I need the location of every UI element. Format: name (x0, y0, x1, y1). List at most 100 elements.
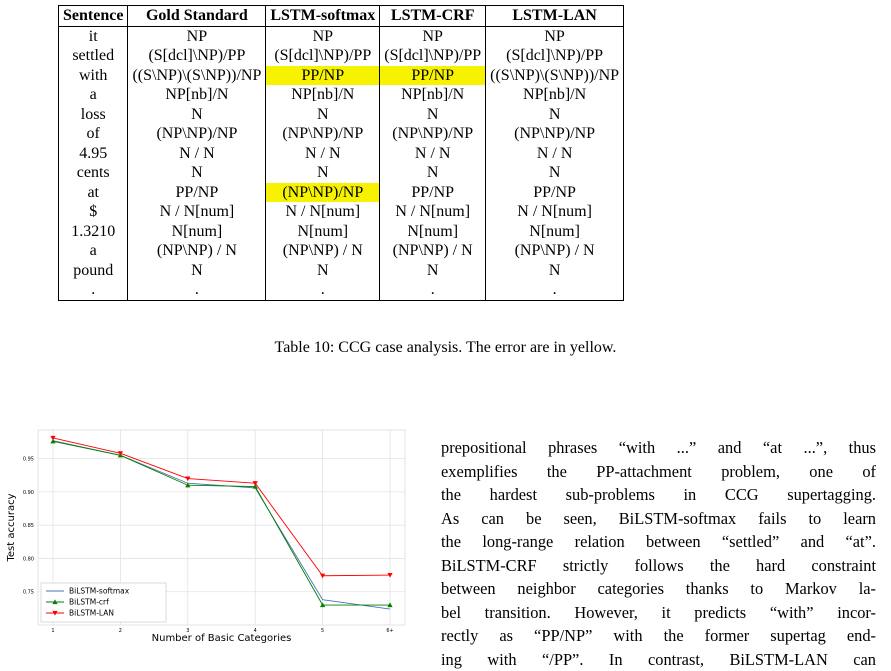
table-cell: N (128, 105, 266, 125)
table-cell: settled (59, 46, 128, 66)
table-cell: ((S\NP)\(S\NP))/NP (128, 66, 266, 86)
table-cell: (NP\NP) / N (380, 241, 486, 261)
y-tick-label: 0.85 (23, 523, 34, 529)
table-cell: (S[dcl]\NP)/PP (380, 46, 486, 66)
paragraph: prepositional phrases “with ...” and “at… (441, 436, 876, 671)
header-cell: Gold Standard (128, 6, 266, 27)
table-cell: (NP\NP)/NP (128, 124, 266, 144)
table-cell: (NP\NP)/NP (266, 183, 380, 203)
text-line: As can be seen, BiLSTM-softmax fails to … (441, 507, 876, 531)
table-cell: . (486, 280, 624, 300)
table-cell: N (486, 261, 624, 281)
table-cell: N (128, 261, 266, 281)
table-cell: PP/NP (380, 66, 486, 86)
table-cell: N (266, 105, 380, 125)
x-tick-label: 6+ (386, 628, 393, 634)
table-cell: PP/NP (128, 183, 266, 203)
table-cell: N (380, 105, 486, 125)
text-line: bel transition. However, it predicts “wi… (441, 601, 876, 625)
x-tick-label: 5 (321, 628, 324, 634)
table-cell: N (266, 163, 380, 183)
table-cell: loss (59, 105, 128, 125)
table-cell: with (59, 66, 128, 86)
text-line: the long-range relation between “settled… (441, 530, 876, 554)
table-row: settled(S[dcl]\NP)/PP(S[dcl]\NP)/PP(S[dc… (59, 46, 624, 66)
table-cell: of (59, 124, 128, 144)
y-tick-label: 0.90 (23, 490, 34, 496)
table-cell: N (486, 105, 624, 125)
table-cell: (S[dcl]\NP)/PP (266, 46, 380, 66)
text-line: the hardest sub-problems in CCG supertag… (441, 483, 876, 507)
table-cell: (NP\NP)/NP (486, 124, 624, 144)
table-row: ..... (59, 280, 624, 300)
table-cell: N / N (128, 144, 266, 164)
table-cell: ((S\NP)\(S\NP))/NP (486, 66, 624, 86)
table-cell: . (380, 280, 486, 300)
table-cell: PP/NP (266, 66, 380, 86)
table-cell: a (59, 85, 128, 105)
table-cell: N / N[num] (486, 202, 624, 222)
table-cell: (NP\NP) / N (486, 241, 624, 261)
table-row: $N / N[num]N / N[num]N / N[num]N / N[num… (59, 202, 624, 222)
text-line: rectly as “PP/NP” with the former supert… (441, 624, 876, 648)
table-cell: NP (380, 26, 486, 46)
table-cell: NP[nb]/N (380, 85, 486, 105)
header-cell: LSTM-LAN (486, 6, 624, 27)
y-axis-label: Test accuracy (6, 493, 17, 562)
y-tick-label: 0.95 (23, 457, 34, 463)
table-cell: N (128, 163, 266, 183)
y-tick-label: 0.75 (23, 590, 34, 596)
table-cell: N / N (486, 144, 624, 164)
y-tick-label: 0.80 (23, 556, 34, 562)
text-line: exemplifies the PP-attachment problem, o… (441, 460, 876, 484)
table-cell: (NP\NP)/NP (266, 124, 380, 144)
text-line: between neighbor categories thanks to Ma… (441, 577, 876, 601)
table-cell: (S[dcl]\NP)/PP (128, 46, 266, 66)
table-cell: NP[nb]/N (266, 85, 380, 105)
table-caption: Table 10: CCG case analysis. The error a… (0, 339, 891, 357)
table-cell: N / N (266, 144, 380, 164)
x-tick-label: 2 (119, 628, 122, 634)
table-cell: . (59, 280, 128, 300)
table-cell: N (380, 163, 486, 183)
table-cell: (S[dcl]\NP)/PP (486, 46, 624, 66)
header-cell: LSTM-softmax (266, 6, 380, 27)
table-cell: at (59, 183, 128, 203)
legend-label: BiLSTM-LAN (69, 609, 114, 618)
table-cell: NP (266, 26, 380, 46)
table-row: a(NP\NP) / N(NP\NP) / N(NP\NP) / N(NP\NP… (59, 241, 624, 261)
table-cell: N (380, 261, 486, 281)
table-cell: $ (59, 202, 128, 222)
text-line: prepositional phrases “with ...” and “at… (441, 436, 876, 460)
table-cell: . (128, 280, 266, 300)
table-cell: N / N[num] (128, 202, 266, 222)
header-cell: Sentence (59, 6, 128, 27)
text-line: ing with “/PP”. In contrast, BiLSTM-LAN … (441, 648, 876, 671)
table-cell: . (266, 280, 380, 300)
x-axis-label: Number of Basic Categories (152, 633, 292, 644)
table-cell: PP/NP (486, 183, 624, 203)
table-cell: N[num] (128, 222, 266, 242)
table-cell: a (59, 241, 128, 261)
table-cell: NP[nb]/N (128, 85, 266, 105)
table-cell: N / N[num] (380, 202, 486, 222)
table-cell: NP (486, 26, 624, 46)
legend-label: BiLSTM-softmax (69, 587, 130, 596)
table-cell: N[num] (380, 222, 486, 242)
table-cell: PP/NP (380, 183, 486, 203)
table-cell: (NP\NP)/NP (380, 124, 486, 144)
table-cell: 1.3210 (59, 222, 128, 242)
table-cell: NP[nb]/N (486, 85, 624, 105)
